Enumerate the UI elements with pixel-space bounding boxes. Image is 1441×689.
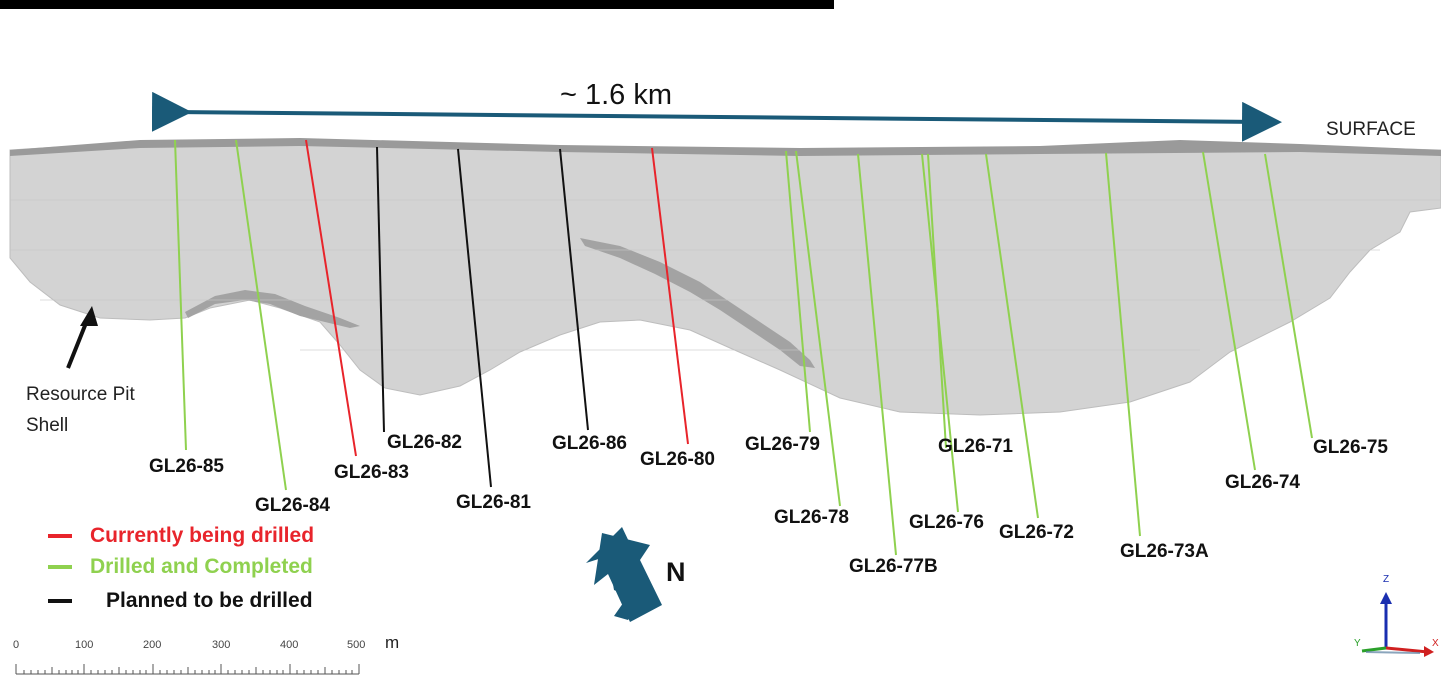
north-label: N: [666, 557, 686, 587]
axis-label-x: X: [1432, 638, 1439, 649]
hole-trace-GL26-81: [457, 148, 492, 488]
surface-label: SURFACE: [1326, 119, 1416, 140]
hole-trace-GL26-79: [785, 150, 811, 433]
north-arrow-body: [594, 533, 662, 622]
hole-trace-GL26-85: [174, 139, 187, 451]
hole-label-GL26-71: GL26-71: [938, 436, 1013, 457]
hole-label-GL26-72: GL26-72: [999, 522, 1074, 543]
surface-band: [10, 138, 1441, 156]
hole-label-GL26-80: GL26-80: [640, 449, 715, 470]
ore-band-center: [580, 238, 815, 368]
axis-triad: [1361, 592, 1434, 657]
hole-trace-GL26-78: [795, 150, 841, 507]
hole-label-GL26-85: GL26-85: [149, 456, 224, 477]
pit-shell-pointer: [66, 317, 90, 369]
scale-bar: [15, 664, 360, 675]
scale-tick-400: 400: [280, 639, 299, 651]
span-label: ~ 1.6 km: [560, 79, 673, 111]
hole-label-GL26-81: GL26-81: [456, 492, 531, 513]
hole-label-GL26-75: GL26-75: [1313, 437, 1388, 458]
pit-shell-label-line-1: Resource Pit: [26, 384, 135, 405]
hole-trace-GL26-84: [235, 139, 287, 491]
hole-label-GL26-74: GL26-74: [1225, 472, 1300, 493]
legend-label-planned: Planned to be drilled: [106, 589, 313, 612]
hole-trace-GL26-71: [927, 153, 947, 449]
legend-swatch-current: [48, 534, 72, 538]
axis-label-z: Z: [1383, 574, 1390, 585]
hole-label-GL26-76: GL26-76: [909, 512, 984, 533]
hole-label-GL26-82: GL26-82: [387, 432, 462, 453]
scale-tick-0: 0: [13, 639, 20, 651]
legend-item-planned: Planned to be drilled: [48, 589, 313, 613]
hole-label-GL26-78: GL26-78: [774, 507, 849, 528]
scale-tick-100: 100: [75, 639, 94, 651]
hole-label-GL26-83: GL26-83: [334, 462, 409, 483]
pit-shell-label-line-2: Shell: [26, 415, 69, 436]
legend-swatch-planned: [48, 599, 72, 603]
legend-label-completed: Drilled and Completed: [90, 555, 313, 578]
hole-trace-GL26-86: [559, 148, 589, 431]
legend-item-current: Currently being drilled: [48, 524, 314, 548]
legend-item-completed: Drilled and Completed: [48, 555, 313, 579]
hole-label-GL26-79: GL26-79: [745, 434, 820, 455]
legend-label-current: Currently being drilled: [90, 524, 315, 547]
span-arrow: [151, 91, 1282, 142]
scale-tick-500: 500: [347, 639, 366, 651]
hole-label-GL26-84: GL26-84: [255, 495, 330, 516]
hole-trace-GL26-73A: [1105, 152, 1141, 537]
scale-tick-300: 300: [212, 639, 231, 651]
hole-trace-GL26-77B: [857, 153, 897, 556]
hole-label-GL26-86: GL26-86: [552, 433, 627, 454]
hole-trace-GL26-76: [921, 153, 959, 513]
top-bar: [0, 0, 834, 9]
hole-trace-GL26-74: [1202, 151, 1256, 471]
hole-label-GL26-73A: GL26-73A: [1120, 541, 1209, 562]
pit-shell-pointer-head: [80, 306, 98, 326]
hole-label-GL26-77B: GL26-77B: [849, 556, 938, 577]
pit-shell: [9, 139, 1441, 416]
axis-label-y: Y: [1354, 638, 1361, 649]
hole-trace-GL26-83: [305, 139, 357, 457]
scale-unit: m: [385, 633, 400, 652]
hole-trace-GL26-75: [1264, 153, 1313, 439]
scale-tick-200: 200: [143, 639, 162, 651]
legend-swatch-completed: [48, 565, 72, 569]
hole-trace-GL26-72: [985, 153, 1039, 519]
hole-trace-GL26-80: [651, 147, 689, 445]
hole-trace-GL26-82: [376, 146, 385, 433]
